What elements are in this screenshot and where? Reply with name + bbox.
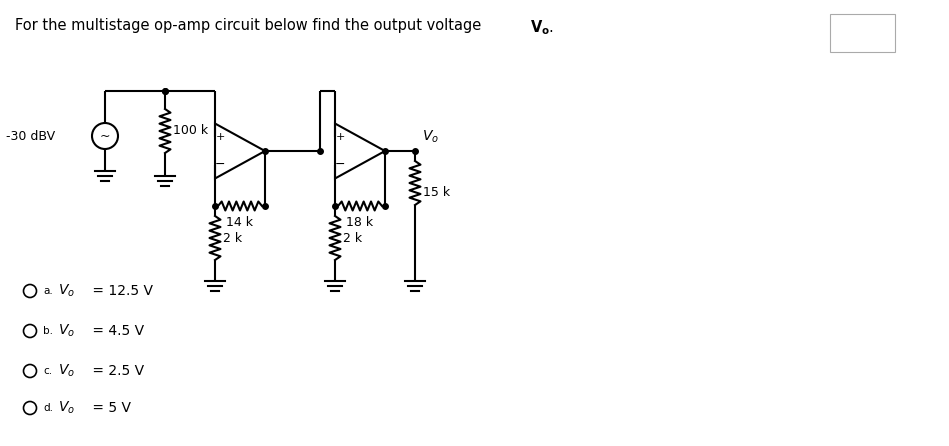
Text: +: + xyxy=(335,132,344,142)
Text: −: − xyxy=(214,158,225,171)
Text: $V_o$: $V_o$ xyxy=(58,283,75,299)
Text: b.: b. xyxy=(43,326,53,336)
Text: -30 dBV: -30 dBV xyxy=(6,129,55,143)
Text: 18 k: 18 k xyxy=(346,216,374,229)
Text: 2 k: 2 k xyxy=(223,231,242,244)
Text: $V_o$: $V_o$ xyxy=(58,363,75,379)
Text: For the multistage op-amp circuit below find the output voltage: For the multistage op-amp circuit below … xyxy=(15,18,486,33)
Text: +: + xyxy=(215,132,225,142)
Text: −: − xyxy=(335,158,345,171)
Text: = 5 V: = 5 V xyxy=(88,401,131,415)
Text: = 2.5 V: = 2.5 V xyxy=(88,364,144,378)
Text: 2 k: 2 k xyxy=(343,231,363,244)
Text: $V_o$: $V_o$ xyxy=(58,323,75,339)
Text: 14 k: 14 k xyxy=(227,216,253,229)
Text: = 12.5 V: = 12.5 V xyxy=(88,284,153,298)
Text: $\mathbf{V_o}$.: $\mathbf{V_o}$. xyxy=(530,18,554,37)
Bar xyxy=(830,14,895,52)
Text: $V_o$: $V_o$ xyxy=(422,128,439,145)
Text: d.: d. xyxy=(43,403,53,413)
Text: c.: c. xyxy=(43,366,52,376)
Text: ~: ~ xyxy=(100,129,110,143)
Text: a.: a. xyxy=(43,286,53,296)
Text: = 4.5 V: = 4.5 V xyxy=(88,324,144,338)
Text: 15 k: 15 k xyxy=(423,186,450,199)
Text: 100 k: 100 k xyxy=(173,124,208,137)
Text: $V_o$: $V_o$ xyxy=(58,400,75,416)
